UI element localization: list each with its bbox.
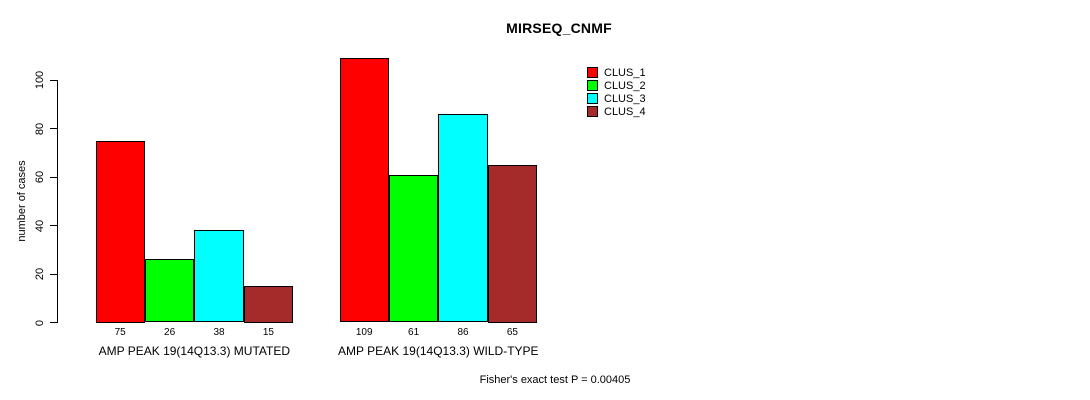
y-axis-line: [57, 80, 58, 323]
y-axis-tick: [50, 128, 57, 129]
legend-label: CLUS_4: [604, 105, 646, 118]
y-axis-tick-label: 100: [34, 70, 46, 90]
y-axis-tick: [50, 273, 57, 275]
y-axis-tick-label: 60: [34, 170, 46, 184]
bar-value-label: 109: [355, 327, 373, 338]
legend-item: CLUS_2: [587, 79, 646, 92]
bar-value-label: 26: [164, 327, 176, 338]
y-axis-tick-label: 80: [34, 122, 46, 135]
bar-clus_4-group2: [487, 164, 538, 323]
y-axis-tick: [50, 176, 57, 178]
bar-value-label: 61: [408, 327, 420, 338]
legend: CLUS_1 CLUS_2 CLUS_3 CLUS_4: [587, 66, 646, 118]
y-axis-label: number of cases: [16, 160, 28, 242]
y-axis-tick-label: 20: [34, 267, 46, 281]
y-axis-tick-label: 0: [34, 319, 46, 326]
legend-item: CLUS_3: [587, 92, 646, 105]
legend-label: CLUS_3: [604, 92, 646, 105]
legend-label: CLUS_1: [604, 66, 646, 79]
bar-clus_3-group1: [194, 230, 244, 323]
bar-clus_1-group1: [95, 140, 145, 323]
x-axis-group-label: AMP PEAK 19(14Q13.3) WILD-TYPE: [338, 344, 539, 358]
bar-value-label: 15: [262, 327, 274, 338]
y-axis-tick-label: 40: [34, 219, 46, 232]
legend-swatch-clus_4: [587, 106, 598, 117]
legend-item: CLUS_4: [587, 105, 646, 118]
y-axis-tick: [50, 322, 57, 323]
bar-value-label: 86: [457, 327, 469, 338]
bar-value-label: 38: [213, 327, 225, 338]
fisher-test-annotation: Fisher's exact test P = 0.00405: [479, 374, 631, 386]
y-axis-tick: [50, 225, 57, 226]
bar-value-label: 65: [506, 327, 518, 338]
legend-swatch-clus_2: [587, 80, 598, 91]
legend-swatch-clus_1: [587, 67, 598, 78]
bar-value-label: 75: [114, 327, 126, 338]
bar-clus_2-group1: [144, 259, 195, 323]
bar-clus_3-group2: [438, 113, 488, 323]
y-axis-tick: [50, 79, 57, 81]
legend-item: CLUS_1: [587, 66, 646, 79]
legend-swatch-clus_3: [587, 93, 598, 104]
bar-clus_4-group1: [243, 286, 294, 323]
bar-clus_1-group2: [339, 58, 389, 323]
legend-label: CLUS_2: [604, 79, 646, 92]
x-axis-group-label: AMP PEAK 19(14Q13.3) MUTATED: [98, 344, 290, 358]
chart-title: MIRSEQ_CNMF: [506, 20, 612, 36]
bar-clus_2-group2: [388, 174, 439, 323]
